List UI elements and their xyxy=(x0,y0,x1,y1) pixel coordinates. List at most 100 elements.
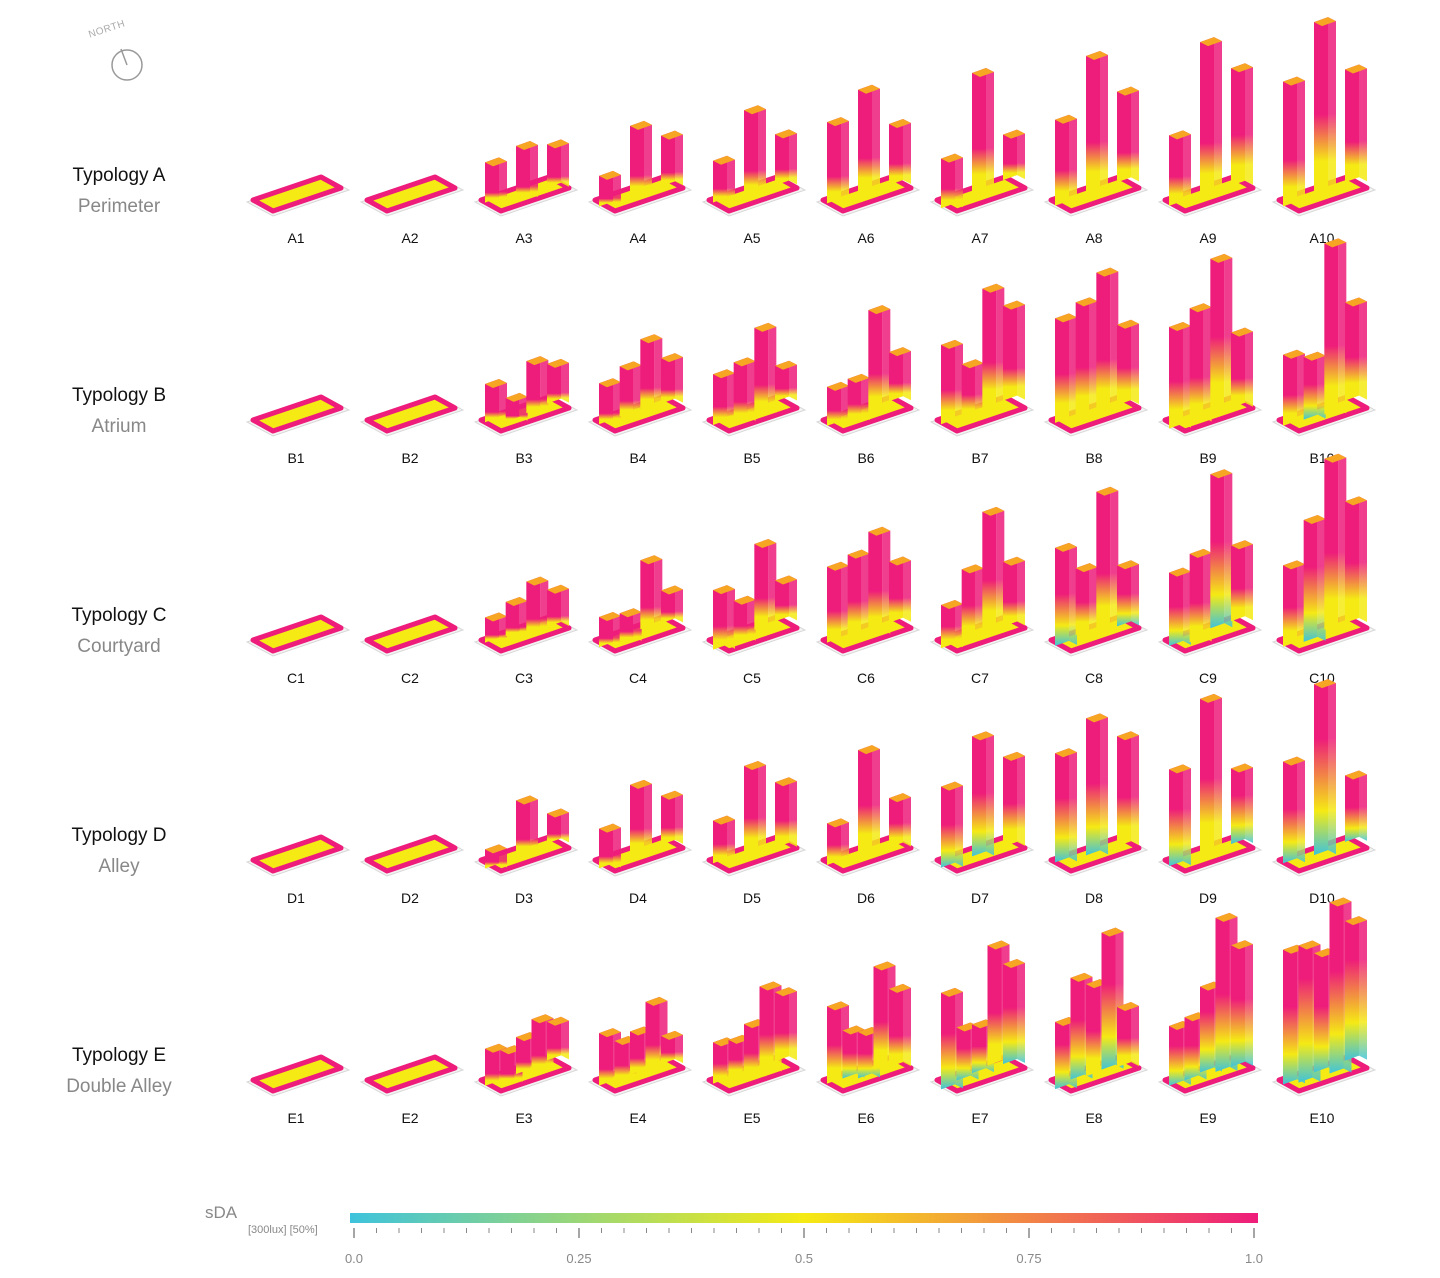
tower-side xyxy=(872,745,880,853)
tower-face xyxy=(1345,496,1359,624)
massing-e3: E3 xyxy=(467,900,581,1126)
tower-roof xyxy=(1231,940,1253,950)
tower-face xyxy=(972,731,986,857)
massing-d10: D10 xyxy=(1265,679,1379,906)
massing-label: B6 xyxy=(857,450,875,466)
tower-face xyxy=(889,793,903,848)
tower-side xyxy=(1328,17,1336,193)
massing-label: E8 xyxy=(1085,1110,1103,1126)
tower-side xyxy=(633,361,642,416)
tower-face xyxy=(842,1025,857,1079)
tower-face xyxy=(661,1030,675,1065)
tower-roof xyxy=(889,556,911,566)
tower-roof xyxy=(1189,303,1212,313)
tower-face xyxy=(713,1037,727,1084)
massing-c8: C8 xyxy=(1037,460,1151,686)
tower-roof xyxy=(827,561,849,571)
massing-model-e4 xyxy=(587,996,693,1097)
tower-side xyxy=(1338,453,1347,629)
tower-face xyxy=(868,526,883,635)
tower-side xyxy=(1131,731,1139,846)
massing-c2: C2 xyxy=(353,460,467,686)
massing-e8: E8 xyxy=(1037,900,1151,1126)
tower-roof xyxy=(889,119,911,129)
tower-face xyxy=(827,561,841,643)
tower-roof xyxy=(1298,940,1321,950)
tower-side xyxy=(903,119,911,184)
massing-label: D3 xyxy=(515,890,533,906)
tower-side xyxy=(561,139,569,187)
tower-face xyxy=(868,305,883,414)
tower-face xyxy=(516,795,530,853)
tower-face xyxy=(661,130,675,187)
typology-subtitle: Atrium xyxy=(91,416,147,437)
tower-side xyxy=(1297,560,1305,646)
tower-face xyxy=(1169,567,1183,646)
tower-face xyxy=(1345,297,1359,401)
tower-face xyxy=(1117,319,1131,406)
tower-roof xyxy=(1231,540,1253,550)
tower-roof xyxy=(619,361,642,371)
tower-side xyxy=(861,373,870,421)
tower-side xyxy=(1297,756,1305,863)
tower-side xyxy=(1017,958,1025,1063)
tower-face xyxy=(1200,37,1214,197)
legend-tick-label: 1.0 xyxy=(1244,1251,1264,1266)
tower-face xyxy=(941,781,955,868)
tower-roof xyxy=(889,983,911,993)
massing-label: C4 xyxy=(629,670,647,686)
tower-roof xyxy=(1055,542,1077,552)
massing-d8: D8 xyxy=(1037,680,1151,906)
tower-side xyxy=(1069,313,1077,422)
tower-roof xyxy=(1345,297,1367,307)
tower-roof xyxy=(547,139,569,149)
tower-face xyxy=(1283,560,1297,647)
tower-roof xyxy=(982,506,1005,516)
massing-label: C2 xyxy=(401,670,419,686)
legend-ticks xyxy=(353,1228,1255,1238)
massing-d6: D6 xyxy=(809,680,923,906)
legend-tick-label: 0.0 xyxy=(344,1251,364,1266)
tower-face xyxy=(1169,764,1183,867)
massing-model-c1 xyxy=(245,614,351,657)
tower-face xyxy=(1169,130,1183,206)
tower-face xyxy=(526,576,541,634)
massing-label: A5 xyxy=(743,230,761,246)
tower-face xyxy=(640,555,655,630)
tower-roof xyxy=(661,585,683,595)
massing-model-e8 xyxy=(1043,927,1149,1097)
tower-face xyxy=(1117,86,1131,183)
tower-roof xyxy=(1345,496,1367,506)
massing-model-b10 xyxy=(1271,238,1377,437)
tower-roof xyxy=(827,1001,849,1011)
tower-roof xyxy=(759,981,782,991)
tower-side xyxy=(613,170,621,206)
tower-face xyxy=(775,777,789,848)
massing-label: E6 xyxy=(857,1110,875,1126)
massing-c6: C6 xyxy=(809,460,923,686)
legend-subtitle: [300lux] [50%] xyxy=(248,1224,318,1236)
massing-label: C8 xyxy=(1085,670,1103,686)
massing-label: C5 xyxy=(743,670,761,686)
tower-roof xyxy=(1117,731,1139,741)
massing-label: D5 xyxy=(743,890,761,906)
tower-roof xyxy=(1189,548,1212,558)
tower-face xyxy=(1231,63,1245,186)
tower-side xyxy=(747,357,756,421)
tower-face xyxy=(1055,748,1069,863)
tower-face xyxy=(1055,114,1069,206)
tower-face xyxy=(713,815,727,864)
tower-face xyxy=(1215,912,1230,1072)
massing-model-c6 xyxy=(815,526,921,657)
tower-side xyxy=(1203,303,1212,422)
tower-face xyxy=(1200,693,1214,853)
tower-roof xyxy=(858,745,880,755)
tower-face xyxy=(1231,940,1245,1067)
tower-face xyxy=(744,1019,758,1078)
massing-model-e5 xyxy=(701,981,807,1097)
tower-side xyxy=(975,359,984,418)
massing-model-b2 xyxy=(359,394,465,437)
tower-side xyxy=(996,283,1005,408)
massing-c7: C7 xyxy=(923,460,1037,686)
tower-face xyxy=(1345,64,1359,183)
